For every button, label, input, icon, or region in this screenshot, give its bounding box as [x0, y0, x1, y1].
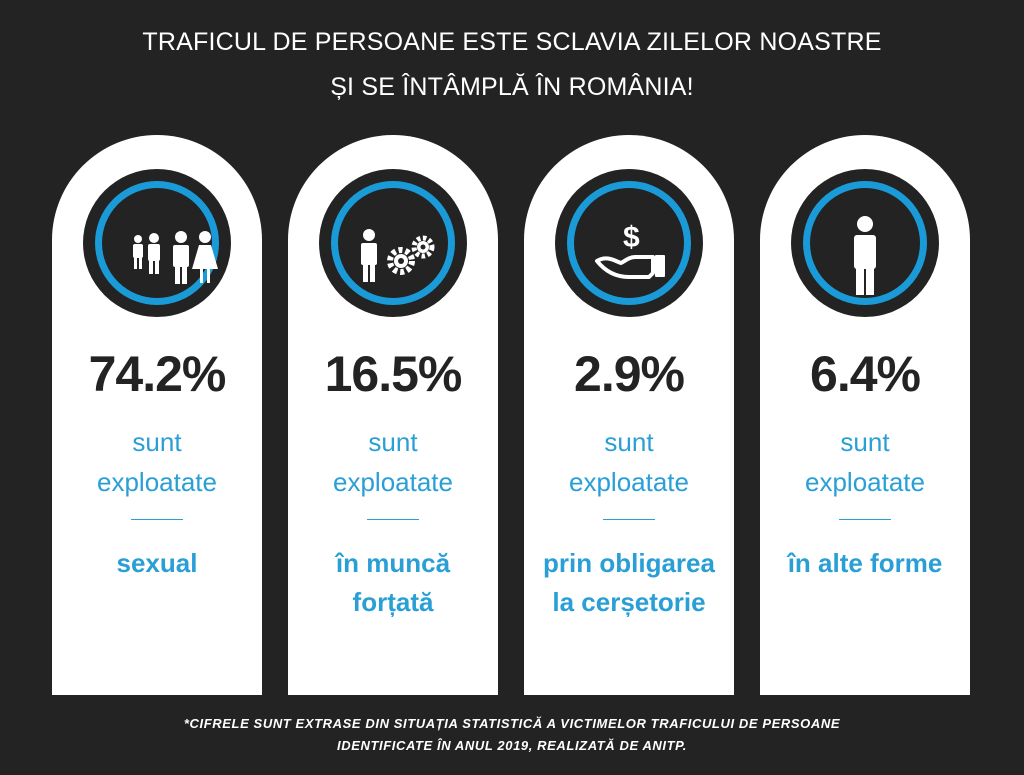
sub-text-2: exploatate	[805, 467, 925, 497]
divider	[367, 519, 419, 520]
icon-badge	[83, 169, 231, 317]
family-icon	[133, 231, 218, 284]
svg-text:$: $	[623, 221, 640, 254]
divider	[603, 519, 655, 520]
footnote-line-1: *CIFRELE SUNT EXTRASE DIN SITUAȚIA STATI…	[183, 716, 841, 731]
footnote-line-2: IDENTIFICATE ÎN ANUL 2019, REALIZATĂ DE …	[337, 738, 687, 753]
worker-gears-icon	[361, 229, 435, 282]
sub-text-2: exploatate	[333, 467, 453, 497]
icon-badge	[319, 169, 467, 317]
person-icon	[854, 216, 876, 295]
category-label: în alte forme	[787, 548, 943, 578]
sub-text-1: sunt	[368, 427, 418, 457]
percent-value: 16.5%	[324, 346, 463, 402]
category-label: sexual	[116, 548, 198, 578]
percent-value: 74.2%	[88, 346, 227, 402]
icon-badge: $	[555, 169, 703, 317]
stat-card-sexual: 74.2% sunt exploatate sexual	[52, 135, 262, 695]
divider	[131, 519, 183, 520]
title-line-2: ȘI SE ÎNTÂMPLĂ ÎN ROMÂNIA!	[330, 73, 694, 101]
percent-value: 6.4%	[810, 346, 921, 402]
icon-badge	[791, 169, 939, 317]
percent-value: 2.9%	[574, 346, 685, 402]
category-label: în muncă forțată	[335, 548, 451, 617]
sub-text-1: sunt	[840, 427, 890, 457]
stat-card-other: 6.4% sunt exploatate în alte forme	[760, 135, 970, 695]
category-label: prin obligarea la cerșetorie	[543, 548, 715, 617]
divider	[839, 519, 891, 520]
sub-text-1: sunt	[132, 427, 182, 457]
sub-text-2: exploatate	[569, 467, 689, 497]
title-line-1: TRAFICUL DE PERSOANE ESTE SCLAVIA ZILELO…	[142, 28, 882, 56]
hand-money-icon: $	[595, 221, 665, 279]
sub-text-1: sunt	[604, 427, 654, 457]
stat-card-begging: $ 2.9% sunt exploatate prin obligarea la…	[524, 135, 734, 695]
sub-text-2: exploatate	[97, 467, 217, 497]
stat-card-forced-labor: 16.5% sunt exploatate în muncă forțată	[288, 135, 498, 695]
